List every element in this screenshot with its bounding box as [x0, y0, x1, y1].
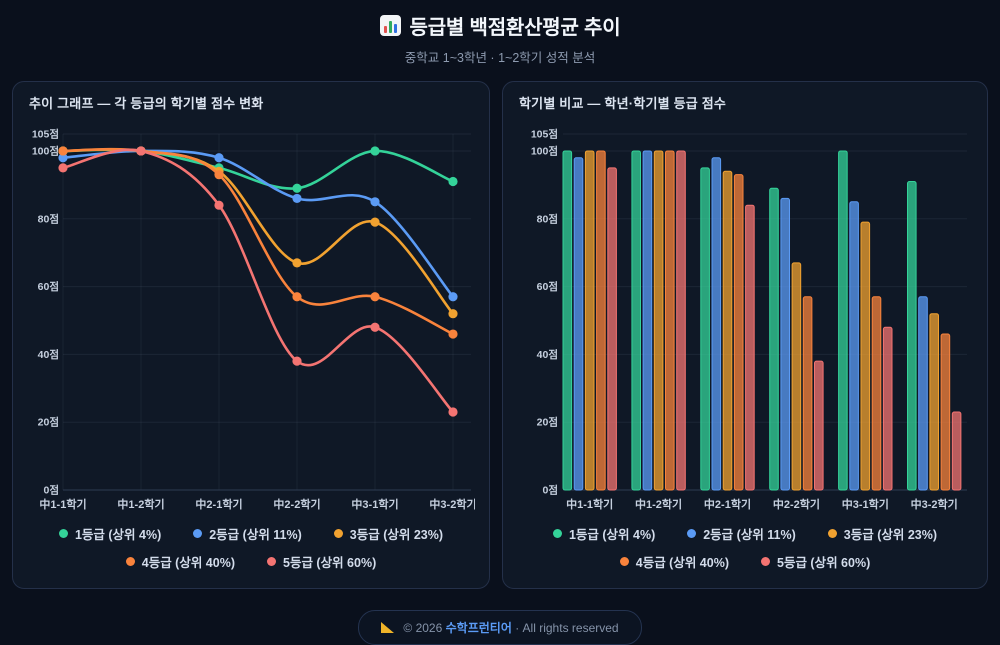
legend-label: 5등급 (상위 60%) — [777, 556, 871, 570]
page-footer: © 2026 수학프런티어 · All rights reserved — [0, 610, 1000, 645]
svg-text:0점: 0점 — [543, 485, 559, 497]
legend-dot-icon — [552, 529, 562, 538]
legend-item-0[interactable]: 1등급 (상위 4%) — [552, 524, 656, 543]
legend-label: 1등급 (상위 4%) — [568, 528, 656, 542]
legend-item-4[interactable]: 5등급 (상위 60%) — [761, 552, 870, 571]
legend-label: 3등급 (상위 23%) — [349, 528, 444, 542]
legend-item-2[interactable]: 3등급 (상위 23%) — [827, 524, 938, 543]
legend-item-2[interactable]: 3등급 (상위 23%) — [333, 524, 444, 543]
bar-chart-icon — [379, 15, 401, 36]
comparison-panel: 학기별 비교 — 학년·학기별 등급 점수 105점 100점 80점 60점 40점 2… — [502, 81, 988, 589]
svg-text:80점: 80점 — [537, 213, 558, 225]
svg-text:20점: 20점 — [38, 417, 59, 429]
svg-text:20점: 20점 — [537, 417, 558, 429]
svg-text:中3-2학기: 中3-2학기 — [911, 497, 958, 511]
charts-row: 추이 그래프 — 각 등급의 학기별 점수 변화 105점 100점 80점 60점 4… — [0, 66, 1000, 589]
svg-text:60점: 60점 — [537, 281, 558, 293]
trend-panel-title: 추이 그래프 — 각 등급의 학기별 점수 변화 — [29, 96, 264, 111]
svg-text:40점: 40점 — [537, 349, 558, 361]
svg-text:中3-2학기: 中3-2학기 — [429, 497, 475, 511]
legend-label: 4등급 (상위 40%) — [635, 556, 729, 570]
legend-dot-icon — [687, 529, 697, 538]
page-title: 등급별 백점환산평균 추이 — [409, 17, 621, 39]
legend-label: 5등급 (상위 60%) — [283, 556, 377, 570]
page-subtitle: 중학교 1~3학년 · 1~2학기 성적 분석 — [404, 51, 596, 65]
legend-item-1[interactable]: 2등급 (상위 11%) — [193, 524, 302, 543]
legend-dot-icon — [761, 557, 770, 566]
legend-item-1[interactable]: 2등급 (상위 11%) — [687, 524, 796, 543]
svg-text:105점: 105점 — [531, 129, 558, 141]
svg-text:中2-2학기: 中2-2학기 — [773, 497, 820, 511]
svg-text:中3-1학기: 中3-1학기 — [842, 497, 889, 511]
svg-text:80점: 80점 — [38, 213, 59, 225]
comparison-panel-title: 학기별 비교 — 학년·학기별 등급 점수 — [519, 96, 727, 111]
svg-text:中2-1학기: 中2-1학기 — [704, 497, 751, 511]
legend-label: 1등급 (상위 4%) — [74, 528, 162, 542]
svg-text:中1-2학기: 中1-2학기 — [117, 497, 164, 511]
svg-text:100점: 100점 — [531, 145, 558, 157]
copyright-prefix: © 2026 — [403, 621, 443, 635]
svg-text:105점: 105점 — [32, 129, 59, 141]
copyright-pill: © 2026 수학프런티어 · All rights reserved — [358, 610, 642, 645]
legend-label: 3등급 (상위 23%) — [843, 528, 938, 542]
svg-text:中1-2학기: 中1-2학기 — [635, 497, 682, 511]
legend-dot-icon — [58, 529, 68, 538]
legend-dot-icon — [827, 529, 837, 538]
legend-label: 2등급 (상위 11%) — [703, 528, 796, 542]
triangle-ruler-icon — [381, 622, 395, 633]
svg-text:中3-1학기: 中3-1학기 — [351, 497, 398, 511]
svg-text:中2-1학기: 中2-1학기 — [195, 497, 242, 511]
legend-item-4[interactable]: 5등급 (상위 60%) — [267, 552, 376, 571]
svg-text:100점: 100점 — [32, 145, 59, 157]
brand-link[interactable]: 수학프런티어 — [445, 621, 512, 635]
legend-item-0[interactable]: 1등급 (상위 4%) — [58, 524, 162, 543]
legend-label: 4등급 (상위 40%) — [141, 556, 235, 570]
svg-text:中1-1학기: 中1-1학기 — [39, 497, 86, 511]
trend-legend: 1등급 (상위 4%) 2등급 (상위 11%) 3등급 (상위 23%) 4등급 (… — [29, 524, 473, 571]
legend-dot-icon — [333, 529, 343, 538]
svg-text:40점: 40점 — [38, 349, 59, 361]
trend-panel: 추이 그래프 — 각 등급의 학기별 점수 변화 105점 100점 80점 60점 4… — [12, 81, 490, 589]
legend-dot-icon — [125, 557, 135, 566]
legend-item-3[interactable]: 4등급 (상위 40%) — [619, 552, 729, 571]
svg-text:60점: 60점 — [38, 281, 59, 293]
legend-dot-icon — [619, 557, 629, 566]
copyright-suffix: · All rights reserved — [515, 621, 619, 635]
comparison-bar-chart: 105점 100점 80점 60점 40점 20점 0점 中1-1학기 中1-2학기 中2-1학기… — [531, 129, 967, 511]
legend-item-3[interactable]: 4등급 (상위 40%) — [125, 552, 235, 571]
svg-text:中2-2학기: 中2-2학기 — [273, 497, 320, 511]
legend-dot-icon — [193, 529, 203, 538]
comparison-legend: 1등급 (상위 4%) 2등급 (상위 11%) 3등급 (상위 23%) 4등급 (… — [519, 524, 971, 571]
legend-label: 2등급 (상위 11%) — [209, 528, 302, 542]
svg-text:0점: 0점 — [44, 485, 60, 497]
legend-dot-icon — [267, 557, 276, 566]
svg-text:中1-1학기: 中1-1학기 — [566, 497, 613, 511]
copyright-text: © 2026 수학프런티어 · All rights reserved — [403, 619, 618, 636]
page-header: 등급별 백점환산평균 추이 중학교 1~3학년 · 1~2학기 성적 분석 — [0, 0, 1000, 66]
